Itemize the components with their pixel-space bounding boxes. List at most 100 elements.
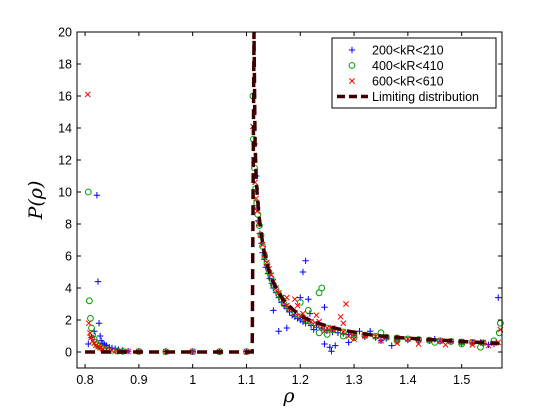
- data-point: [88, 334, 94, 341]
- data-point: [372, 334, 379, 341]
- y-tick-label: 14: [58, 122, 72, 136]
- y-tick-label: 20: [58, 26, 72, 40]
- data-point: [302, 257, 309, 264]
- data-point: [321, 328, 328, 335]
- data-point: [307, 319, 315, 326]
- legend-entry: 200<kR<210: [348, 44, 444, 58]
- legend-label: 400<kR<410: [372, 59, 444, 73]
- y-tick-label: 18: [58, 58, 72, 72]
- data-point: [86, 329, 93, 336]
- data-point: [275, 328, 282, 335]
- data-point: [345, 333, 352, 339]
- data-point: [388, 342, 395, 349]
- data-point: [495, 294, 502, 301]
- data-point: [350, 334, 358, 342]
- data-point: [485, 341, 492, 348]
- data-point: [345, 339, 352, 346]
- x-tick-label: 1: [189, 373, 196, 387]
- series-3: [85, 31, 500, 354]
- data-point: [340, 329, 347, 335]
- data-point: [313, 312, 320, 319]
- legend-swatch: [348, 62, 356, 69]
- data-point: [85, 340, 92, 348]
- data-point: [356, 328, 363, 335]
- data-point: [95, 320, 103, 327]
- data-point: [85, 297, 93, 305]
- data-point: [270, 307, 277, 314]
- x-tick-label: 1.3: [345, 373, 362, 387]
- data-point: [343, 301, 349, 307]
- y-tick-label: 4: [65, 282, 72, 296]
- plot-frame: [76, 31, 503, 369]
- x-tick-label: 0.9: [130, 373, 147, 387]
- data-point: [89, 331, 97, 338]
- data-point: [94, 278, 102, 285]
- data-point: [318, 284, 326, 292]
- data-point: [299, 310, 306, 317]
- x-axis-label: ρ: [282, 385, 295, 407]
- data-point: [404, 336, 411, 342]
- data-point: [394, 340, 401, 347]
- data-point: [340, 320, 347, 327]
- data-point: [259, 241, 266, 248]
- x-tick-label: 1.1: [238, 373, 255, 387]
- data-point: [339, 328, 347, 336]
- data-point: [469, 341, 476, 348]
- data-point: [85, 320, 92, 327]
- data-point: [299, 268, 307, 276]
- data-point: [315, 329, 323, 337]
- y-axis-label: P(ρ): [25, 181, 47, 221]
- data-point: [328, 348, 335, 355]
- data-point: [310, 326, 317, 333]
- legend-entry: 400<kR<410: [348, 59, 444, 73]
- data-point: [96, 332, 104, 340]
- y-tick-label: 10: [58, 186, 72, 200]
- legend-label: 600<kR<610: [372, 75, 444, 89]
- series-line-limiting-distribution: [85, 31, 500, 354]
- data-point: [378, 337, 384, 344]
- y-tick-label: 6: [65, 250, 72, 264]
- data-point: [477, 343, 484, 351]
- data-point: [415, 341, 422, 347]
- data-point: [296, 299, 304, 306]
- legend-swatch: [349, 78, 355, 84]
- legend-entry: 600<kR<610: [349, 75, 444, 89]
- data-point: [337, 313, 344, 320]
- x-tick-label: 1.4: [399, 373, 416, 387]
- data-point: [469, 339, 476, 346]
- data-point: [93, 192, 101, 199]
- legend-entry: Limiting distribution: [337, 90, 479, 104]
- x-tick-label: 1.2: [292, 373, 309, 387]
- y-tick-label: 12: [58, 154, 72, 168]
- data-point: [442, 341, 449, 348]
- y-tick-label: 8: [65, 218, 72, 232]
- data-point: [339, 332, 347, 340]
- data-point: [372, 333, 379, 340]
- y-axis-label-group: P(ρ): [25, 181, 47, 221]
- y-tick-label: 16: [58, 90, 72, 104]
- legend-box: [331, 37, 497, 109]
- data-point: [291, 296, 298, 303]
- data-point: [294, 302, 301, 309]
- legend-label: Limiting distribution: [372, 90, 479, 104]
- data-layer: [84, 31, 504, 356]
- legend-swatch: [348, 46, 356, 54]
- data-point: [437, 337, 444, 344]
- data-point: [283, 324, 291, 332]
- data-point: [321, 304, 328, 311]
- data-point: [321, 340, 328, 348]
- data-point: [351, 336, 358, 343]
- axes-layer: 0.8 0.9 1 1.1 1.2 1.3 1.4 1.5 0 2 4 6 8 10 12 14 16 18 20: [58, 26, 502, 387]
- data-point: [305, 296, 312, 303]
- x-tick-label: 1.5: [453, 373, 470, 387]
- data-point: [332, 342, 339, 349]
- y-tick-label: 2: [65, 314, 72, 328]
- data-point: [372, 332, 379, 340]
- y-tick-label: 0: [65, 346, 72, 360]
- data-point: [84, 188, 92, 196]
- data-point: [326, 344, 334, 351]
- data-point: [84, 91, 91, 98]
- data-point: [323, 331, 331, 338]
